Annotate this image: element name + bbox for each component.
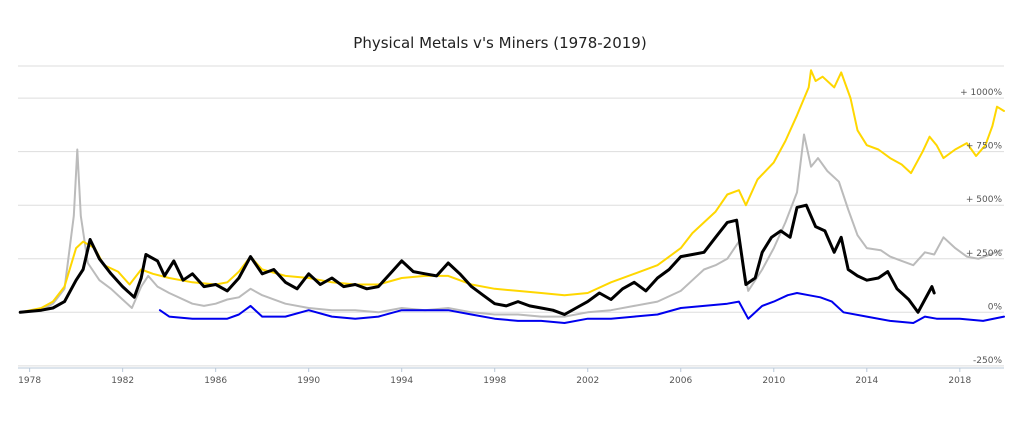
- x-tick-label: 2002: [576, 376, 599, 386]
- x-tick-label: 1982: [111, 376, 134, 386]
- series-line-1: [19, 133, 1003, 318]
- axis-labels: + 1000% + 750% + 500% + 250% 0% -250% 1978 1982…: [18, 88, 1002, 386]
- x-tick-label: 2006: [669, 376, 692, 386]
- y-tick-label: 0%: [988, 302, 1003, 312]
- x-tick-label: 2018: [948, 376, 971, 386]
- y-tick-label: + 250%: [966, 249, 1003, 259]
- y-tick-label: -250%: [973, 356, 1002, 366]
- x-tick-label: 1986: [204, 376, 227, 386]
- x-tick-label: 1978: [18, 376, 41, 386]
- x-tick-label: 2010: [762, 376, 785, 386]
- x-tick-label: 1990: [297, 376, 320, 386]
- x-tick-label: 1994: [390, 376, 413, 386]
- grid-lines: [18, 65, 1004, 372]
- x-tick-label: 1998: [483, 376, 506, 386]
- y-tick-label: + 750%: [966, 142, 1003, 152]
- series-line-3: [18, 203, 936, 316]
- series-lines: [18, 69, 1005, 324]
- chart-title: Physical Metals v's Miners (1978-2019): [353, 34, 647, 52]
- series-line-4: [158, 292, 1005, 324]
- x-tick-label: 2014: [855, 376, 878, 386]
- y-tick-label: + 500%: [966, 195, 1003, 205]
- y-tick-label: + 1000%: [960, 88, 1002, 98]
